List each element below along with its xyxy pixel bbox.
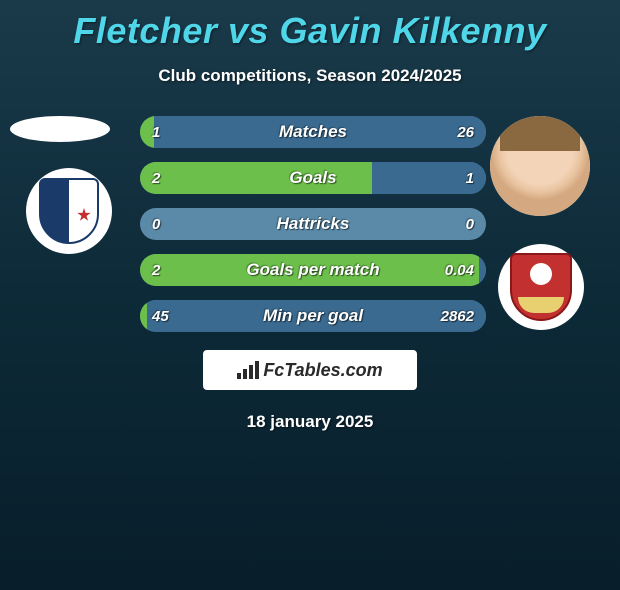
- subtitle: Club competitions, Season 2024/2025: [0, 66, 620, 86]
- stat-value-right: 1: [466, 162, 474, 194]
- stat-value-right: 26: [457, 116, 474, 148]
- watermark: FcTables.com: [203, 350, 417, 390]
- page-title: Fletcher vs Gavin Kilkenny: [0, 10, 620, 52]
- comparison-content: 1Matches262Goals10Hattricks02Goals per m…: [0, 116, 620, 432]
- stat-label: Min per goal: [140, 300, 486, 332]
- player-left-avatar: [10, 116, 110, 142]
- stat-value-right: 0.04: [445, 254, 474, 286]
- date-label: 18 january 2025: [0, 412, 620, 432]
- stat-label: Hattricks: [140, 208, 486, 240]
- bars-icon: [237, 361, 259, 379]
- watermark-text: FcTables.com: [263, 360, 382, 381]
- stat-label: Matches: [140, 116, 486, 148]
- stat-value-right: 2862: [441, 300, 474, 332]
- stat-label: Goals per match: [140, 254, 486, 286]
- stat-row: 2Goals per match0.04: [140, 254, 486, 286]
- stat-row: 2Goals1: [140, 162, 486, 194]
- club-left-badge: [26, 168, 112, 254]
- stat-row: 0Hattricks0: [140, 208, 486, 240]
- stat-label: Goals: [140, 162, 486, 194]
- stat-row: 1Matches26: [140, 116, 486, 148]
- stat-row: 45Min per goal2862: [140, 300, 486, 332]
- stats-rows: 1Matches262Goals10Hattricks02Goals per m…: [140, 116, 486, 332]
- player-right-avatar: [490, 116, 590, 216]
- stat-value-right: 0: [466, 208, 474, 240]
- club-right-badge: [498, 244, 584, 330]
